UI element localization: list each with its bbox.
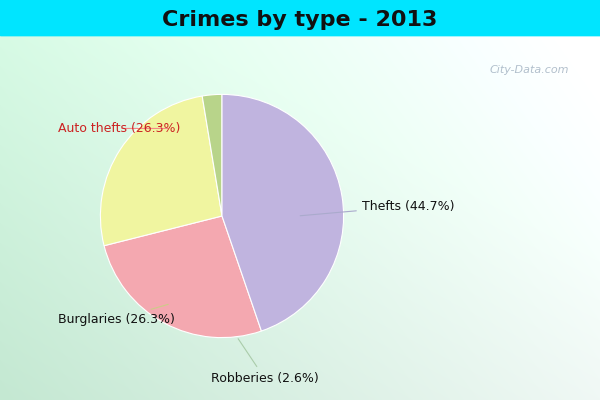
Text: Thefts (44.7%): Thefts (44.7%) <box>300 200 454 216</box>
Text: Burglaries (26.3%): Burglaries (26.3%) <box>58 304 175 326</box>
Wedge shape <box>100 96 222 246</box>
Text: Auto thefts (26.3%): Auto thefts (26.3%) <box>58 122 180 135</box>
Text: Robberies (2.6%): Robberies (2.6%) <box>211 339 319 385</box>
Wedge shape <box>202 94 222 216</box>
Bar <box>0 0 600 35</box>
Text: City-Data.com: City-Data.com <box>490 65 569 75</box>
Text: Crimes by type - 2013: Crimes by type - 2013 <box>163 10 437 30</box>
Wedge shape <box>222 94 344 331</box>
Bar <box>0 0 600 35</box>
Wedge shape <box>104 216 262 338</box>
